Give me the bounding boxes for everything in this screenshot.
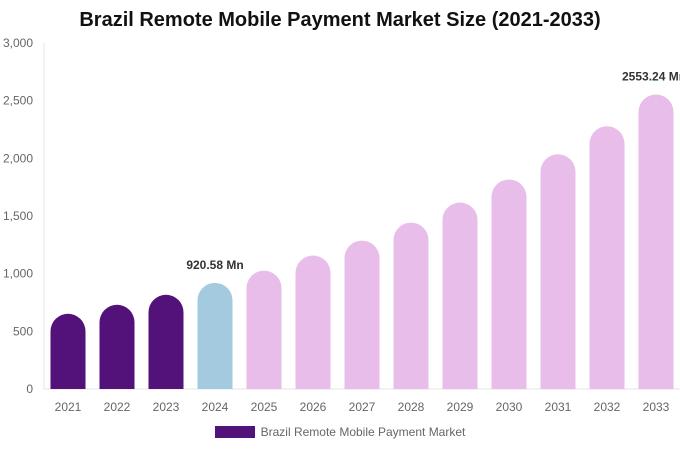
- x-tick-label: 2033: [643, 400, 670, 414]
- bar-2021: [50, 313, 86, 389]
- x-tick-label: 2026: [300, 400, 327, 414]
- x-tick-label: 2030: [496, 400, 523, 414]
- x-tick-label: 2021: [55, 400, 82, 414]
- data-label: 920.58 Mn: [186, 258, 243, 272]
- bar-2029: [442, 202, 478, 389]
- x-tick-label: 2023: [153, 400, 180, 414]
- bar-2031: [540, 154, 576, 389]
- x-tick-label: 2027: [349, 400, 376, 414]
- bar-2026: [295, 255, 331, 389]
- y-tick-label: 500: [13, 324, 33, 338]
- y-tick-label: 1,500: [3, 209, 33, 223]
- x-tick-label: 2031: [545, 400, 572, 414]
- bar-chart: 0 500 1,000 1,500 2,000 2,500 3,000 2021 2022 202…: [3, 36, 680, 414]
- chart-title: Brazil Remote Mobile Payment Market Size…: [79, 9, 601, 31]
- bar-2033: [638, 94, 674, 390]
- bar-2025: [246, 270, 282, 389]
- legend-label: Brazil Remote Mobile Payment Market: [260, 425, 466, 439]
- bar-2022: [99, 304, 135, 389]
- x-tick-label: 2029: [447, 400, 474, 414]
- y-tick-label: 0: [26, 382, 33, 396]
- x-tick-label: 2032: [594, 400, 621, 414]
- bar-2023: [148, 294, 184, 389]
- x-tick-label: 2028: [398, 400, 425, 414]
- legend: Brazil Remote Mobile Payment Market: [0, 425, 680, 439]
- bar-2030: [491, 179, 527, 389]
- bar-2032: [589, 126, 625, 389]
- bar-2028: [393, 222, 429, 389]
- y-tick-label: 2,500: [3, 94, 33, 108]
- x-tick-label: 2024: [202, 400, 229, 414]
- data-label: 2553.24 Mn: [622, 70, 680, 84]
- y-tick-label: 1,000: [3, 267, 33, 281]
- bar-2027: [344, 240, 380, 389]
- legend-swatch: [214, 426, 255, 438]
- y-tick-label: 2,000: [3, 151, 33, 165]
- x-tick-label: 2025: [251, 400, 278, 414]
- bar-2024: [197, 282, 233, 389]
- x-tick-label: 2022: [104, 400, 131, 414]
- y-tick-label: 3,000: [3, 36, 33, 50]
